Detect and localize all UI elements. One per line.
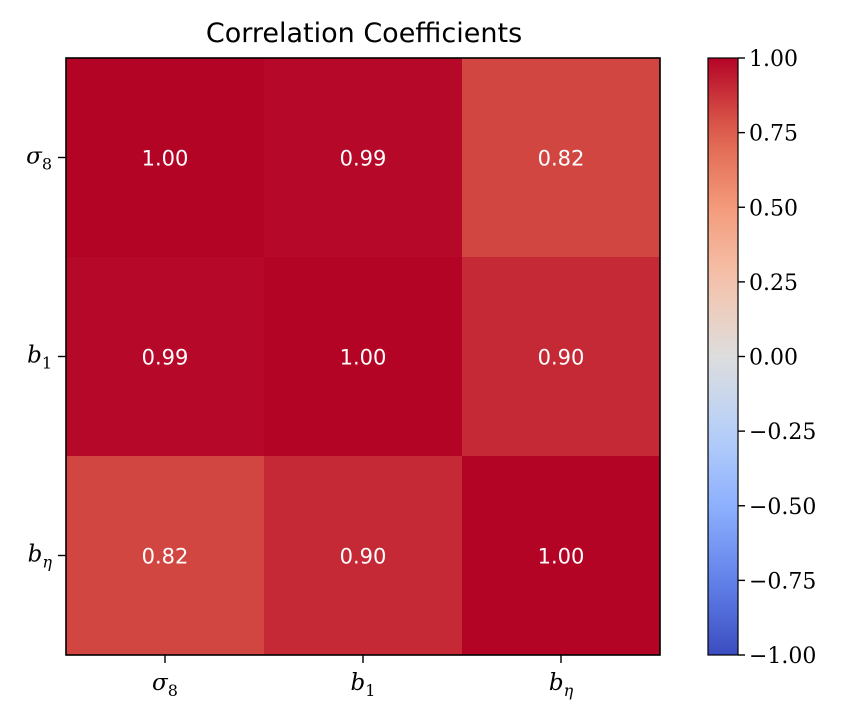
- cell-value-label: 1.00: [142, 147, 189, 171]
- x-tick-label: b1: [351, 670, 376, 700]
- heatmap-cell: [66, 456, 265, 656]
- heatmap-cells: 1.00 0.99 0.82 0.99 1.00 0.90 0.82 0.90 1.00: [66, 58, 661, 656]
- colorbar-tick-label: 0.00: [749, 346, 798, 371]
- chart-title: Correlation Coefficients: [206, 18, 522, 49]
- x-tick-label: bη: [549, 670, 574, 700]
- colorbar-tick-label: −1.00: [749, 644, 816, 669]
- cell-value-label: 1.00: [538, 545, 585, 569]
- colorbar-tick-label: −0.25: [749, 420, 816, 445]
- cell-value-label: 0.82: [142, 545, 189, 569]
- axis-ticks: σ8 b1 bη σ8 b1 bη: [26, 144, 573, 701]
- cell-value-label: 1.00: [340, 346, 387, 370]
- heatmap-cell: [264, 58, 463, 258]
- y-tick-label: σ8: [26, 144, 52, 174]
- cell-value-label: 0.90: [340, 545, 387, 569]
- x-tick-label: σ8: [152, 670, 178, 700]
- colorbar: 1.00 0.75 0.50 0.25 0.00 −0.25 −0.50 −0.75 −1.00: [707, 47, 816, 669]
- cell-value-label: 0.82: [538, 147, 585, 171]
- colorbar-tick-label: −0.75: [749, 569, 816, 594]
- cell-value-label: 0.99: [340, 147, 387, 171]
- y-tick-label: bη: [28, 542, 53, 572]
- heatmap-cell: [462, 456, 661, 656]
- cell-value-label: 0.99: [142, 346, 189, 370]
- heatmap-cell: [66, 58, 265, 258]
- colorbar-tick-label: 1.00: [749, 47, 798, 72]
- heatmap-cell: [462, 257, 661, 457]
- heatmap-cell: [462, 58, 661, 258]
- colorbar-tick-label: 0.75: [749, 122, 798, 147]
- heatmap-cell: [66, 257, 265, 457]
- colorbar-tick-label: 0.50: [749, 196, 798, 221]
- colorbar-tick-label: −0.50: [749, 495, 816, 520]
- colorbar-tick-label: 0.25: [749, 271, 798, 296]
- colorbar-gradient: [707, 57, 739, 656]
- y-tick-label: b1: [27, 343, 52, 373]
- cell-value-label: 0.90: [538, 346, 585, 370]
- heatmap-cell: [264, 456, 463, 656]
- heatmap-cell: [264, 257, 463, 457]
